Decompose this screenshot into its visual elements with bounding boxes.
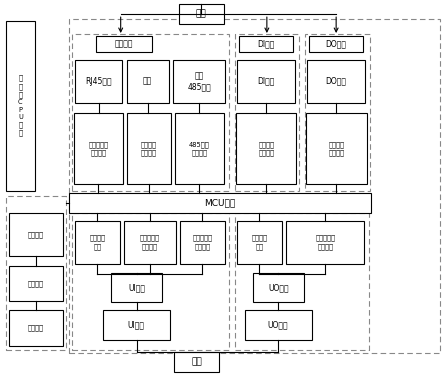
- Text: 输入信号
处理单元: 输入信号 处理单元: [258, 141, 274, 156]
- Text: UI端口: UI端口: [128, 283, 145, 292]
- Bar: [180, 221, 225, 264]
- Bar: [72, 34, 229, 191]
- Text: 电源转换: 电源转换: [28, 232, 44, 238]
- Text: UO单元: UO单元: [268, 321, 288, 329]
- Bar: [309, 36, 363, 52]
- Bar: [174, 352, 219, 372]
- Text: 通讯单元: 通讯单元: [115, 39, 133, 48]
- Text: 电源端口: 电源端口: [28, 280, 44, 286]
- Bar: [9, 266, 63, 301]
- Bar: [173, 60, 225, 103]
- Text: 焵流: 焵流: [191, 357, 202, 367]
- Text: UO端口: UO端口: [268, 283, 289, 292]
- Text: DI端口: DI端口: [257, 77, 274, 86]
- Text: UI单元: UI单元: [128, 321, 145, 329]
- Bar: [127, 113, 171, 184]
- Text: RJ45端口: RJ45端口: [85, 77, 112, 86]
- Bar: [6, 21, 35, 191]
- Bar: [245, 310, 312, 340]
- Bar: [69, 19, 440, 353]
- Text: 以太网通讯
处理单元: 以太网通讯 处理单元: [89, 141, 108, 156]
- Text: 两组
485端口: 两组 485端口: [187, 71, 211, 91]
- Bar: [9, 310, 63, 346]
- Bar: [236, 113, 296, 184]
- Text: DO端口: DO端口: [326, 77, 346, 86]
- Bar: [9, 213, 63, 256]
- Bar: [74, 113, 123, 184]
- Text: 电平量输入
处理单元: 电平量输入 处理单元: [193, 235, 212, 249]
- Bar: [175, 113, 224, 184]
- Text: 输出信号
处理单元: 输出信号 处理单元: [329, 141, 344, 156]
- Bar: [235, 213, 369, 350]
- Text: 无线通讯
处理单元: 无线通讯 处理单元: [141, 141, 157, 156]
- Bar: [69, 193, 371, 213]
- Bar: [235, 34, 299, 191]
- Text: 为
整
个
C
P
U
供
电: 为 整 个 C P U 供 电: [18, 75, 23, 137]
- Bar: [75, 60, 122, 103]
- Text: 开关量输入
处理单元: 开关量输入 处理单元: [140, 235, 160, 249]
- Text: DO单元: DO单元: [326, 39, 346, 48]
- Bar: [237, 221, 282, 264]
- Bar: [239, 36, 293, 52]
- Bar: [306, 113, 367, 184]
- Text: 外接继电器
驱动输出: 外接继电器 驱动输出: [315, 235, 335, 249]
- Bar: [286, 221, 364, 264]
- Text: DI单元: DI单元: [257, 39, 274, 48]
- Text: MCU单元: MCU单元: [205, 198, 236, 208]
- Text: 485通讯
处理单元: 485通讯 处理单元: [189, 141, 210, 156]
- Bar: [305, 34, 370, 191]
- Bar: [237, 60, 295, 103]
- Bar: [103, 310, 170, 340]
- Bar: [124, 221, 176, 264]
- Bar: [253, 273, 304, 302]
- Bar: [96, 36, 152, 52]
- Text: 电流: 电流: [196, 9, 207, 19]
- Text: 模数转换
单元: 模数转换 单元: [89, 235, 105, 249]
- Bar: [111, 273, 162, 302]
- Bar: [75, 221, 120, 264]
- Text: 天线: 天线: [143, 77, 152, 86]
- Bar: [179, 4, 224, 24]
- Text: 电源单元: 电源单元: [28, 325, 44, 331]
- Text: 数模转出
单元: 数模转出 单元: [251, 235, 267, 249]
- Bar: [307, 60, 365, 103]
- Bar: [6, 196, 66, 350]
- Bar: [127, 60, 169, 103]
- Bar: [72, 213, 229, 350]
